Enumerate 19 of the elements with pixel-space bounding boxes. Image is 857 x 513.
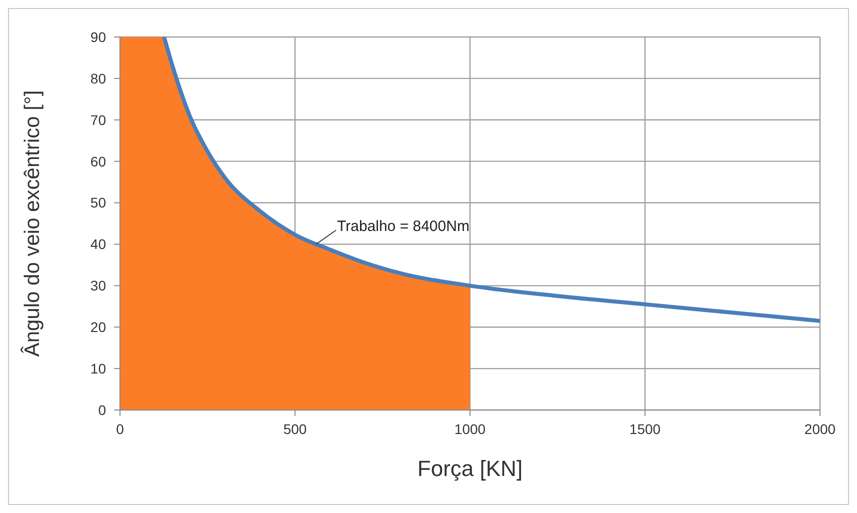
line-series xyxy=(162,37,820,323)
y-tick-label: 20 xyxy=(90,319,106,336)
y-tick-label: 50 xyxy=(90,194,106,211)
x-tick-label: 1000 xyxy=(454,420,486,437)
y-tick-label: 70 xyxy=(90,112,106,128)
y-tick-label: 40 xyxy=(90,236,106,252)
y-axis-title: Ângulo do veio excêntrico [°] xyxy=(20,90,44,357)
y-tick-label: 30 xyxy=(90,278,106,294)
x-axis-title: Força [KN] xyxy=(417,456,523,481)
y-tick-label: 90 xyxy=(90,28,106,45)
x-tick-label: 0 xyxy=(116,420,124,437)
y-tick-label: 10 xyxy=(90,360,106,377)
x-tick-label: 1500 xyxy=(629,420,661,437)
y-tick-label: 0 xyxy=(98,402,106,418)
annotation: Trabalho = 8400Nm xyxy=(337,218,470,236)
x-tick-label: 500 xyxy=(283,420,307,437)
y-tick-label: 60 xyxy=(90,153,106,170)
x-tick-label: 2000 xyxy=(804,420,836,437)
y-tick-label: 80 xyxy=(90,70,106,86)
